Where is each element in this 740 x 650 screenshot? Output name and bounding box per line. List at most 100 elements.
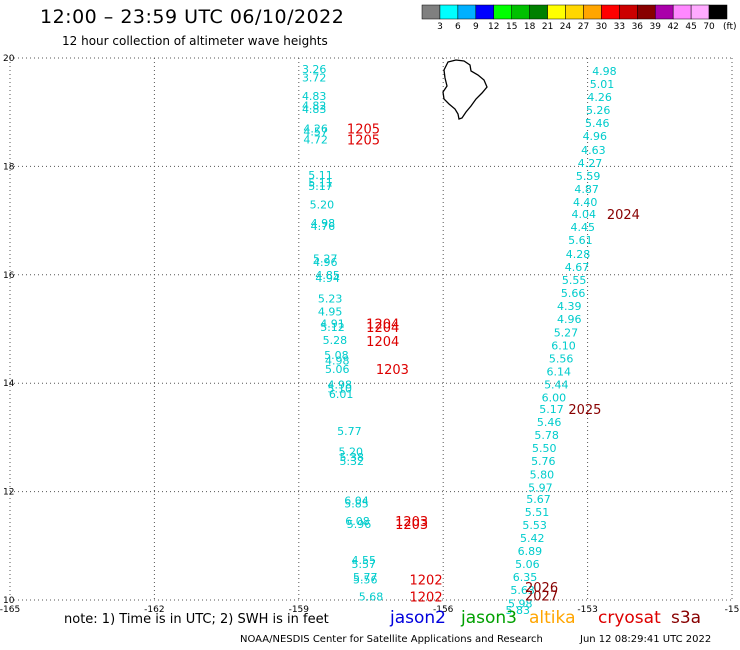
wave-height-value: 5.83 xyxy=(506,604,531,617)
wave-height-value: 5.50 xyxy=(532,442,557,455)
grid-lines xyxy=(9,57,733,601)
wave-height-value: 5.11 xyxy=(308,169,333,182)
wave-height-value: 5.96 xyxy=(347,518,372,531)
wave-height-value: 5.66 xyxy=(561,287,586,300)
pass-label: 1205 xyxy=(347,122,380,137)
wave-height-value: 4.98 xyxy=(327,378,352,391)
wave-height-value: 6.89 xyxy=(518,545,543,558)
wave-height-value: 6.01 xyxy=(329,388,354,401)
wave-height-value: 4.27 xyxy=(578,157,603,170)
wave-height-value: 4.39 xyxy=(557,300,582,313)
x-tick-label: -162 xyxy=(144,605,164,615)
wave-height-value: 5.56 xyxy=(353,573,378,586)
y-axis-ticks: 10 12 14 16 18 20 xyxy=(3,54,15,606)
wave-height-value: 6.14 xyxy=(546,365,571,378)
wave-height-value: 5.06 xyxy=(325,363,350,376)
wave-height-value: 4.96 xyxy=(557,313,582,326)
wave-height-value: 5.67 xyxy=(526,493,551,506)
color-scale-tick: 39 xyxy=(650,22,662,32)
wave-height-value: 5.28 xyxy=(323,334,348,347)
wave-height-value: 4.55 xyxy=(352,554,377,567)
color-swatch xyxy=(493,4,512,20)
wave-height-value: 4.72 xyxy=(303,133,328,146)
wave-height-value: 5.78 xyxy=(534,429,559,442)
color-scale-tick: 45 xyxy=(685,22,696,32)
wave-height-value: 4.28 xyxy=(566,248,591,261)
wave-height-value: 5.38 xyxy=(339,451,364,464)
wave-height-value: 4.98 xyxy=(311,217,336,230)
color-swatch xyxy=(547,4,566,20)
color-scale-tick: 12 xyxy=(488,22,499,32)
color-swatch xyxy=(511,4,530,20)
legend-jason3: jason3 xyxy=(461,608,517,628)
pass-label: 2027 xyxy=(525,590,558,605)
wave-height-value: 5.44 xyxy=(544,378,569,391)
color-scale-tick: 9 xyxy=(473,22,479,32)
wave-height-value: 4.57 xyxy=(303,126,328,139)
wave-height-value: 5.80 xyxy=(530,468,555,481)
wave-height-value: 4.26 xyxy=(303,122,328,135)
wave-height-value: 6.10 xyxy=(551,339,576,352)
pass-label: 2024 xyxy=(607,208,640,223)
wave-height-value: 4.85 xyxy=(315,269,340,282)
color-scale-tick: 70 xyxy=(703,22,715,32)
wave-height-value: 5.01 xyxy=(590,78,615,91)
color-scale-tick: 15 xyxy=(506,22,517,32)
wave-height-value: 4.45 xyxy=(571,221,596,234)
wave-height-value: 5.76 xyxy=(531,455,556,468)
color-scale-tick: 24 xyxy=(560,22,572,32)
color-scale-tick: 3 xyxy=(437,22,443,32)
wave-height-values: 3.263.724.834.824.834.264.574.725.115.11… xyxy=(302,63,617,617)
wave-height-value: 4.83 xyxy=(302,103,327,116)
wave-height-value: 4.76 xyxy=(311,220,336,233)
color-swatch xyxy=(529,4,548,20)
chart-subtitle: 12 hour collection of altimeter wave hei… xyxy=(62,34,328,48)
wave-height-value: 4.04 xyxy=(571,208,596,221)
wave-height-value: 6.08 xyxy=(345,515,370,528)
pass-label: 1202 xyxy=(410,591,443,606)
wave-height-value: 5.61 xyxy=(568,234,593,247)
y-tick-label: 16 xyxy=(3,271,15,281)
color-scale-tick: 42 xyxy=(667,22,678,32)
color-scale-tick: 21 xyxy=(542,22,553,32)
pass-label: 2025 xyxy=(568,403,601,418)
pass-label: 1203 xyxy=(376,363,409,378)
legend-altika: altika xyxy=(529,608,576,628)
wave-height-value: 4.98 xyxy=(592,65,617,78)
wave-height-value: 5.42 xyxy=(520,532,545,545)
x-axis-ticks: -165 -162 -159 -156 -153 -15 xyxy=(0,605,739,615)
legend-cryosat: cryosat xyxy=(598,608,661,628)
footer-credit: NOAA/NESDIS Center for Satellite Applica… xyxy=(240,634,543,645)
pass-label: 1203 xyxy=(395,518,428,533)
legend-s3a: s3a xyxy=(671,608,702,628)
pass-label: 1204 xyxy=(366,335,399,350)
color-swatch xyxy=(637,4,656,20)
pass-label: 1202 xyxy=(410,573,443,588)
wave-height-value: 4.40 xyxy=(573,196,598,209)
x-tick-label: -153 xyxy=(577,605,597,615)
legend-jason2: jason2 xyxy=(390,608,446,628)
wave-height-value: 5.08 xyxy=(324,349,349,362)
wave-height-value: 5.77 xyxy=(337,425,362,438)
wave-height-value: 6.35 xyxy=(513,571,538,584)
color-swatch xyxy=(690,4,710,20)
wave-height-value: 4.26 xyxy=(587,91,612,104)
wave-height-value: 5.11 xyxy=(308,177,333,190)
big-island-coastline xyxy=(442,59,488,120)
wave-height-value: 5.97 xyxy=(528,481,553,494)
color-swatch xyxy=(583,4,602,20)
color-swatch xyxy=(619,4,638,20)
wave-height-value: 4.91 xyxy=(320,318,345,331)
color-swatch xyxy=(654,4,674,20)
wave-height-value: 3.72 xyxy=(302,72,327,85)
wave-height-value: 4.87 xyxy=(574,183,599,196)
wave-height-value: 5.46 xyxy=(585,117,610,130)
wave-height-value: 5.68 xyxy=(359,591,384,604)
color-scale-bar: 3 6 9 12 15 18 21 24 27 30 33 36 39 42 45 70 (ft) xyxy=(421,4,737,32)
wave-height-value: 5.26 xyxy=(586,104,611,117)
wave-height-value: 4.96 xyxy=(583,130,608,143)
wave-height-value: 6.04 xyxy=(344,494,369,507)
chart-title: 12:00 – 23:59 UTC 06/10/2022 xyxy=(40,6,345,28)
wave-height-value: 4.94 xyxy=(315,272,340,285)
